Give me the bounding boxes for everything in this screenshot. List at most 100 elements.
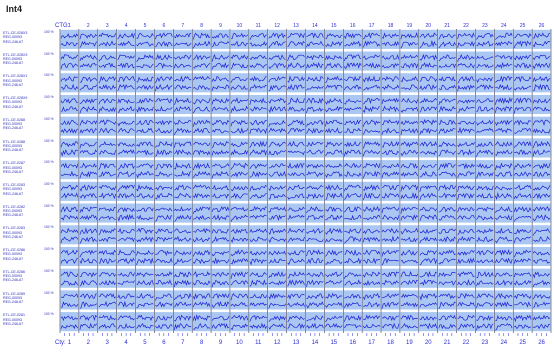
panel <box>154 268 173 288</box>
panel <box>268 116 287 136</box>
trace-line <box>532 140 551 149</box>
panel <box>249 73 268 93</box>
trace-line <box>382 184 399 191</box>
panel <box>513 290 532 310</box>
trace-line <box>136 63 154 69</box>
panel <box>117 51 136 71</box>
trace-line <box>513 171 532 177</box>
trace-line <box>155 119 173 126</box>
panel <box>513 94 532 115</box>
panel <box>249 225 268 245</box>
trace-line <box>60 127 79 134</box>
trace-line <box>117 293 135 299</box>
trace-line <box>211 300 230 309</box>
trace-line <box>60 98 79 104</box>
trace-line <box>249 170 267 178</box>
trace-line <box>136 106 154 113</box>
trace-line <box>60 149 79 157</box>
top-col-number: 1 <box>68 23 71 29</box>
trace-line <box>79 214 98 221</box>
row-label-line: ETL-CE-028X1 <box>3 74 28 79</box>
panel <box>98 160 117 180</box>
trace-line <box>211 171 230 179</box>
panel <box>230 312 249 332</box>
trace-line <box>268 323 286 330</box>
trace-line <box>494 192 513 200</box>
trace-line <box>98 236 116 243</box>
trace-line <box>457 185 475 192</box>
trace-line <box>419 185 438 192</box>
trace-line <box>60 62 79 69</box>
trace-line <box>343 32 362 40</box>
trace-line <box>174 106 192 112</box>
bottom-col-number: 3 <box>105 340 109 346</box>
trace-line <box>513 193 532 200</box>
trace-line <box>306 238 324 242</box>
trace-line <box>173 292 192 301</box>
trace-line <box>117 54 135 61</box>
trace-line <box>268 228 286 235</box>
panel <box>173 73 192 93</box>
trace-line <box>79 257 98 265</box>
panel <box>362 268 381 288</box>
top-col-number: 25 <box>519 23 526 29</box>
trace-line <box>173 141 192 148</box>
row-label-line: ETL-CE-0287 <box>3 161 25 166</box>
trace-line <box>363 62 381 69</box>
trace-line <box>514 228 532 235</box>
trace-line <box>211 214 230 221</box>
panel <box>211 312 230 332</box>
trace-line <box>343 272 362 279</box>
trace-line <box>268 271 286 279</box>
trace-line <box>155 293 173 301</box>
trace-line <box>211 163 230 169</box>
trace-line <box>211 193 230 199</box>
trace-line <box>457 271 475 278</box>
top-col-number: 5 <box>143 23 147 29</box>
trace-line <box>362 141 381 149</box>
trace-line <box>362 129 381 135</box>
panel <box>457 181 475 201</box>
top-col-number: 7 <box>181 23 185 29</box>
trace-line <box>98 185 117 191</box>
trace-line <box>513 236 532 244</box>
panel <box>230 160 249 180</box>
trace-line <box>438 258 456 265</box>
trace-line <box>325 149 343 156</box>
bottom-col-number: 18 <box>387 340 394 346</box>
panel <box>381 268 400 288</box>
trace-line <box>117 280 135 285</box>
trace-line <box>192 280 211 286</box>
panel <box>532 160 551 180</box>
panel <box>230 225 249 245</box>
trace-line <box>343 84 362 91</box>
trace-line <box>192 249 211 257</box>
trace-line <box>306 214 324 221</box>
bottom-col-number: 14 <box>311 340 319 346</box>
trace-line <box>344 98 362 105</box>
trace-line <box>495 323 513 331</box>
trace-line <box>325 119 343 127</box>
trace-line <box>211 271 230 278</box>
trace-line <box>79 162 98 169</box>
trace-line <box>230 162 249 170</box>
trace-line <box>60 324 79 330</box>
trace-line <box>155 98 173 104</box>
trace-line <box>362 228 381 235</box>
row-label-line: REG-00093 <box>3 295 22 300</box>
trace-line <box>117 322 135 330</box>
trace-line <box>268 206 286 213</box>
trace-line <box>287 171 305 177</box>
trace-line <box>249 193 267 200</box>
row-unit: 100 % <box>44 73 54 78</box>
row-label-line: ETL-CE-0286 <box>3 269 25 274</box>
trace-line <box>192 40 211 49</box>
trace-line <box>136 119 154 126</box>
panel <box>268 203 287 223</box>
trace-line <box>381 149 400 156</box>
panel <box>154 94 173 115</box>
trace-line <box>60 192 79 199</box>
row-label-line: REG-246-67 <box>3 321 24 326</box>
trace-line <box>532 62 551 70</box>
trace-line <box>287 301 305 307</box>
